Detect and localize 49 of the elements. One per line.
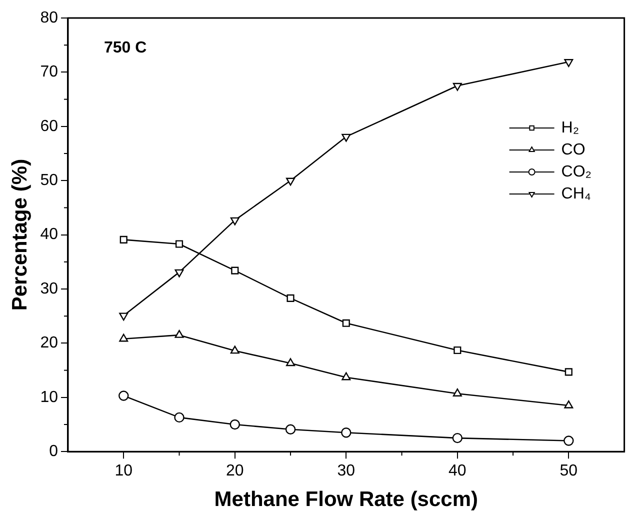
- point: [564, 368, 572, 376]
- point: [285, 424, 296, 434]
- x-tick-label: 10: [114, 462, 133, 480]
- point: [230, 217, 240, 226]
- legend-label: H₂: [561, 119, 580, 136]
- point: [286, 178, 296, 186]
- y-tick-label: 10: [40, 388, 58, 406]
- y-tick-label: 50: [40, 172, 58, 190]
- point: [452, 432, 463, 444]
- y-tick-label: 70: [40, 64, 58, 81]
- point: [564, 59, 574, 67]
- y-tick-label: 30: [40, 280, 58, 298]
- point: [341, 428, 352, 438]
- x-tick-label: 20: [226, 462, 244, 480]
- point: [286, 294, 294, 302]
- point: [452, 82, 462, 91]
- point: [452, 388, 462, 396]
- y-axis-title: Percentage (%): [8, 158, 32, 311]
- point: [118, 390, 129, 401]
- point: [286, 358, 296, 366]
- x-axis-title: Methane Flow Rate (sccm): [214, 488, 478, 512]
- point: [120, 236, 128, 244]
- point: [119, 334, 128, 342]
- point: [564, 400, 574, 408]
- y-tick-label: 80: [40, 9, 58, 26]
- point: [174, 412, 184, 423]
- point: [175, 240, 184, 248]
- point: [230, 419, 240, 430]
- point: [454, 346, 462, 354]
- point: [119, 312, 128, 321]
- point: [342, 319, 350, 327]
- legend-label: CO: [561, 141, 586, 158]
- annotation: 750 C: [104, 39, 148, 56]
- y-tick-label: 20: [40, 334, 58, 352]
- x-tick-label: 40: [448, 462, 466, 480]
- point: [564, 436, 574, 446]
- x-tick-label: 30: [337, 462, 356, 480]
- point: [342, 372, 351, 380]
- y-tick-label: 0: [49, 443, 58, 460]
- y-tick-label: 60: [40, 118, 58, 135]
- point: [174, 330, 184, 338]
- point: [342, 134, 351, 142]
- legend-label: CH₄: [561, 185, 591, 202]
- point: [230, 346, 240, 354]
- point: [231, 266, 239, 274]
- x-tick-label: 50: [560, 462, 578, 480]
- point: [174, 269, 184, 278]
- legend-label: CO₂: [561, 163, 592, 180]
- y-tick-label: 40: [40, 226, 58, 244]
